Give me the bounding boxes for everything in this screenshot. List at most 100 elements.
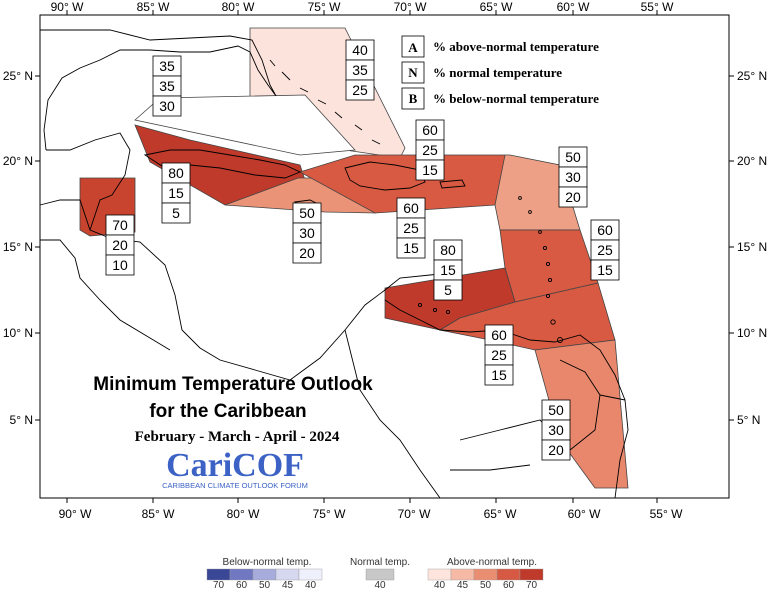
key-box-b [401,87,425,110]
prob-cell-below [433,279,463,301]
prob-value-normal: 30 [548,422,564,438]
lon-label: 55° W [641,0,674,14]
scale-swatch [496,568,521,581]
scale-above-title: Above-normal temp. [447,557,537,568]
prob-box-florida-bahamas: 40 35 25 [345,39,375,101]
lat-label: 10° N [737,326,767,340]
prob-value-below: 15 [403,240,419,256]
abn-key: A % above-normal temperature N % normal … [401,35,599,110]
scale-tick-label: 45 [457,580,469,590]
prob-cell-below [152,95,182,117]
prob-box-guianas: 50 30 20 [541,399,571,461]
key-text-a: % above-normal temperature [433,39,599,54]
lat-label: 20° N [3,154,33,168]
scale-tick-label: 70 [213,580,225,590]
key-letter-b: B [409,91,418,106]
prob-box-hispaniola-pr: 60 25 15 [415,119,445,181]
prob-box-gulf-north: 35 35 30 [152,55,182,117]
scale-swatch [206,568,231,581]
prob-box-north-leeward: 50 30 20 [558,146,588,208]
lon-label: 85° W [142,507,175,521]
lon-label: 90° W [59,507,92,521]
scale-tick-label: 60 [503,580,515,590]
prob-value-normal: 20 [112,237,128,253]
prob-box-jamaica-west: 50 30 20 [292,202,322,264]
prob-box-trinidad-venezuela: 60 25 15 [396,197,426,259]
lat-labels-right: 25° N 20° N 15° N 10° N 5° N [737,69,767,427]
scale-tick-label: 50 [480,580,492,590]
map-frame [39,14,730,499]
prob-box-south-caribbean: 80 15 5 [433,239,463,301]
prob-value-normal: 35 [352,62,368,78]
prob-value-above: 50 [548,402,564,418]
lon-label: 75° W [313,507,346,521]
scale-tick-label: 60 [236,580,248,590]
lat-label: 5° N [10,413,33,427]
logo-subtitle: CARIBBEAN CLIMATE OUTLOOK FORUM [162,481,308,490]
scale-legend: Below-normal temp. 70 60 50 45 40 Normal tem… [206,557,544,590]
prob-value-below: 5 [172,205,180,221]
prob-value-above: 50 [299,205,315,221]
scale-swatch [450,568,475,581]
prob-value-normal: 35 [159,78,175,94]
prob-value-below: 20 [299,245,315,261]
probability-boxes: 35 35 30 40 35 25 80 15 5 70 20 10 50 30 20 60 25 15 50 30 2… [105,39,620,461]
axis-ticks [35,10,734,503]
scale-swatch [519,568,544,581]
prob-value-above: 70 [112,217,128,233]
prob-value-normal: 30 [565,169,581,185]
scale-swatch [427,568,452,581]
prob-value-above: 60 [491,327,507,343]
lon-label: 55° W [650,507,683,521]
period-label: February - March - April - 2024 [135,429,340,445]
scale-tick-label: 40 [374,580,386,590]
lat-labels-left: 25° N 20° N 15° N 10° N 5° N [3,69,33,427]
prob-value-normal: 25 [403,220,419,236]
key-box-a [401,35,425,58]
lat-label: 25° N [737,69,767,83]
prob-value-above: 60 [422,122,438,138]
lat-label: 25° N [3,69,33,83]
prob-cell-below [484,364,514,386]
lon-label: 65° W [480,0,513,14]
scale-swatch [365,568,395,581]
key-box-n [401,61,425,84]
scale-swatch [252,568,277,581]
prob-cell-below [415,159,445,181]
prob-value-below: 15 [597,262,613,278]
prob-cell-below [292,242,322,264]
prob-value-normal: 15 [168,185,184,201]
prob-value-above: 40 [352,42,368,58]
scale-tick-label: 40 [305,580,317,590]
lon-label: 70° W [394,0,427,14]
lon-labels-top: 90° W 85° W 80° W 75° W 70° W 65° W 60° … [51,0,674,14]
scale-tick-label: 40 [434,580,446,590]
scale-swatch [275,568,300,581]
scale-above-swatches: 40 45 50 60 70 [427,568,544,590]
prob-value-below: 10 [112,257,128,273]
prob-value-normal: 15 [440,262,456,278]
scale-normal-swatches: 40 [365,568,395,590]
prob-box-cuba-cayman: 80 15 5 [161,162,191,224]
prob-cell-below [558,186,588,208]
title-line1: Minimum Temperature Outlook [93,374,373,395]
scale-below-swatches: 70 60 50 45 40 [206,568,323,590]
scale-tick-label: 45 [282,580,294,590]
prob-value-below: 30 [159,98,175,114]
prob-value-below: 5 [444,282,452,298]
lat-label: 10° N [3,326,33,340]
lon-label: 60° W [557,0,590,14]
scale-below-title: Below-normal temp. [223,557,312,568]
prob-value-above: 80 [440,242,456,258]
prob-box-central-caribbean: 60 25 15 [484,324,514,386]
prob-box-belize: 70 20 10 [105,214,135,276]
prob-cell-below [345,79,375,101]
scale-swatch [298,568,323,581]
prob-value-below: 15 [422,162,438,178]
lon-label: 80° W [222,0,255,14]
key-text-n: % normal temperature [433,65,562,80]
prob-value-above: 35 [159,58,175,74]
lat-label: 15° N [3,240,33,254]
prob-cell-below [396,237,426,259]
